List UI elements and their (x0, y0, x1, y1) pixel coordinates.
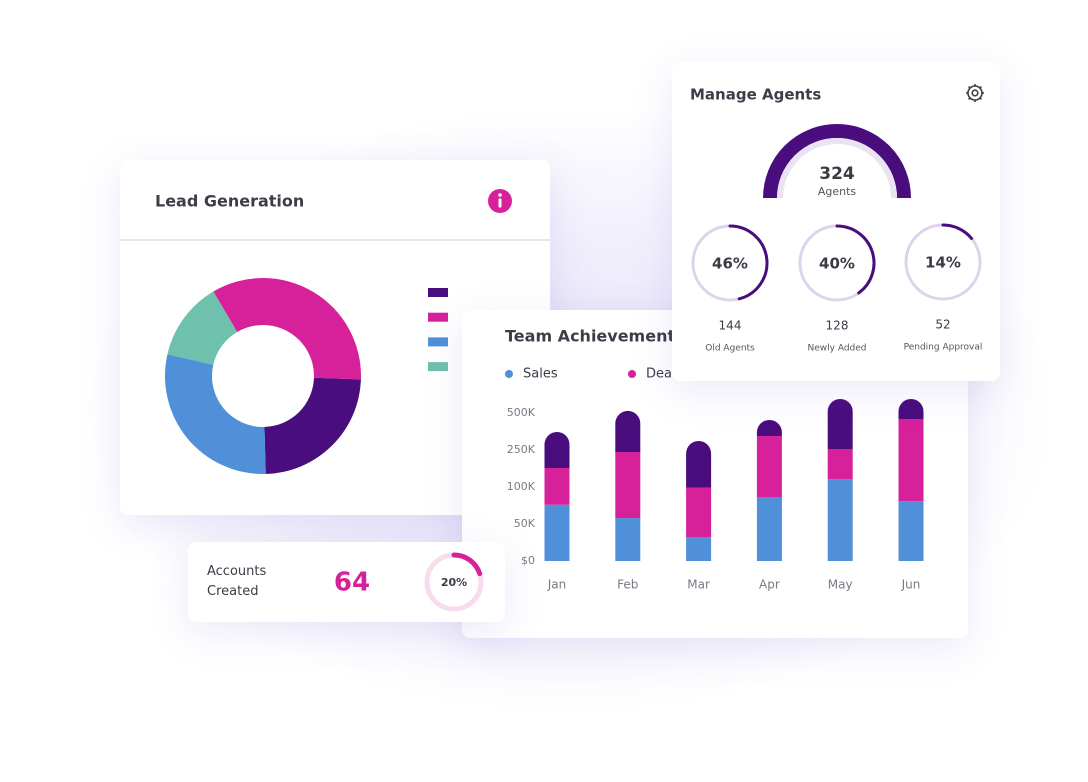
donut-segment (167, 291, 238, 365)
ring-arc (941, 223, 974, 240)
bar-segment (898, 419, 924, 502)
accounts-percent: 20% (441, 576, 467, 589)
gauge-inner (777, 138, 897, 199)
bar-segment (827, 479, 853, 561)
legend-swatch (428, 312, 448, 322)
bar-segment (686, 537, 712, 561)
bar-segment (615, 451, 641, 519)
lead-generation-svg: Lead Generation (120, 189, 550, 474)
bar-segment (827, 448, 853, 480)
y-tick-label: 500K (507, 406, 536, 419)
x-tick-label: Mar (687, 578, 710, 592)
bar-segment (686, 487, 712, 538)
card-title: Manage Agents (690, 86, 821, 104)
bar-segment (544, 468, 570, 505)
bar-segment (544, 431, 570, 469)
bar-segment (898, 398, 924, 420)
stat-count: 128 (826, 319, 849, 333)
ring-arc (835, 224, 876, 295)
donut-segment (165, 354, 266, 474)
gauge-arc (763, 124, 911, 199)
bar-segment (756, 435, 782, 498)
legend-swatch (428, 288, 448, 297)
accounts-value: 64 (334, 568, 370, 598)
ring-percent: 40% (819, 255, 855, 273)
legend-swatch (428, 362, 448, 372)
agents-total-label: Agents (818, 185, 857, 198)
donut-segment (213, 278, 361, 380)
manage-agents-svg: Manage Agents 324 Agents 46% 144 Old Agent… (690, 84, 984, 354)
accounts-svg: 64 20% (334, 552, 484, 612)
bar-segment (615, 518, 641, 561)
y-tick-label: 250K (507, 443, 536, 456)
ring-arc (451, 552, 483, 577)
ring-percent: 14% (925, 254, 961, 272)
legend-dot (628, 370, 636, 378)
accounts-created-card: Accounts Created 64 20% (188, 542, 505, 622)
info-icon[interactable] (488, 189, 512, 213)
x-tick-label: Jan (547, 578, 567, 592)
bar-segment (898, 501, 924, 561)
stat-label: Old Agents (705, 344, 755, 354)
bar-segment (615, 410, 641, 452)
ring-percent: 46% (712, 255, 748, 273)
settings-icon[interactable] (966, 84, 984, 102)
bar-segment (756, 419, 782, 436)
donut-segment (264, 377, 361, 474)
bar-segment (756, 497, 782, 561)
card-title: Lead Generation (155, 192, 304, 211)
stat-count: 144 (719, 319, 742, 333)
stat-label: Pending Approval (904, 343, 983, 353)
y-tick-label: 100K (507, 480, 536, 493)
stat-label: Newly Added (808, 344, 867, 354)
ring-arc (728, 224, 769, 301)
legend-label: Sales (523, 367, 558, 382)
card-title: Team Achievement (505, 327, 675, 346)
manage-agents-card: Manage Agents 324 Agents 46% 144 Old Agent… (672, 62, 1000, 381)
accounts-label: Accounts Created (207, 564, 267, 599)
agents-total: 324 (819, 164, 855, 184)
legend-dot (505, 370, 513, 378)
bar-segment (827, 398, 853, 449)
x-tick-label: Feb (617, 578, 638, 592)
y-tick-label: 50K (514, 517, 536, 530)
bar-segment (686, 440, 712, 488)
y-tick-label: $0 (521, 554, 535, 567)
x-tick-label: Apr (759, 578, 780, 592)
x-tick-label: Jun (901, 578, 921, 592)
bar-segment (544, 504, 570, 561)
stat-count: 52 (935, 318, 950, 332)
x-tick-label: May (828, 578, 853, 592)
legend-swatch (428, 337, 448, 347)
